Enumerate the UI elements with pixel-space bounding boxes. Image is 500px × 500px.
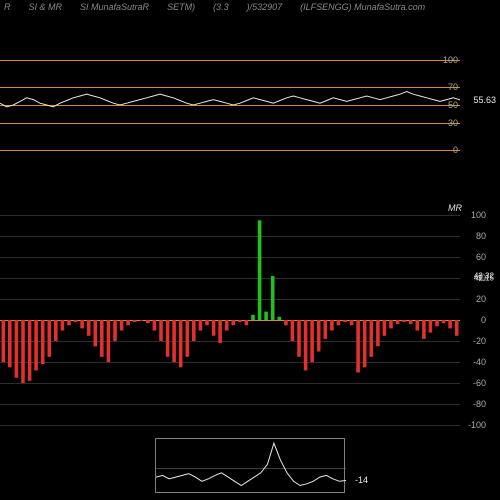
mr-title: MR: [448, 203, 462, 213]
hdr-t1: SI & MR: [29, 2, 63, 16]
mr-tick-label: -80: [473, 399, 486, 409]
mr-right-label: 41.15: [474, 274, 494, 283]
mini-current-label: -14: [355, 475, 368, 485]
hdr-t0: R: [4, 2, 11, 16]
rsi-panel: 030507010055.63: [0, 60, 500, 150]
chart-header: R SI & MR SI MunafaSutraR SETM) (3.3 )/5…: [0, 2, 500, 16]
mr-tick-label: -40: [473, 357, 486, 367]
mr-gridline: [0, 425, 460, 426]
hdr-t4: (3.3: [213, 2, 229, 16]
hdr-t3: SETM): [167, 2, 195, 16]
mr-tick-label: -20: [473, 336, 486, 346]
mr-bar-chart: [0, 215, 460, 425]
mr-tick-label: -60: [473, 378, 486, 388]
mr-tick-label: -100: [468, 420, 486, 430]
rsi-gridline: [0, 150, 460, 151]
mini-line-chart: [156, 439, 346, 494]
hdr-t6: (ILFSENGG) MunafaSutra.com: [300, 2, 425, 16]
mr-tick-label: 60: [476, 252, 486, 262]
rsi-line-chart: [0, 60, 460, 150]
mr-tick-label: 80: [476, 231, 486, 241]
hdr-t5: )/532907: [247, 2, 283, 16]
hdr-t2: SI MunafaSutraR: [80, 2, 149, 16]
rsi-current-value: 55.63: [473, 95, 496, 105]
mr-tick-label: 100: [471, 210, 486, 220]
mini-panel: -14: [155, 438, 345, 493]
mr-panel: MR-100-80-60-40-2002040608010043.3241.15: [0, 215, 500, 425]
mr-tick-label: 0: [481, 315, 486, 325]
mr-tick-label: 20: [476, 294, 486, 304]
